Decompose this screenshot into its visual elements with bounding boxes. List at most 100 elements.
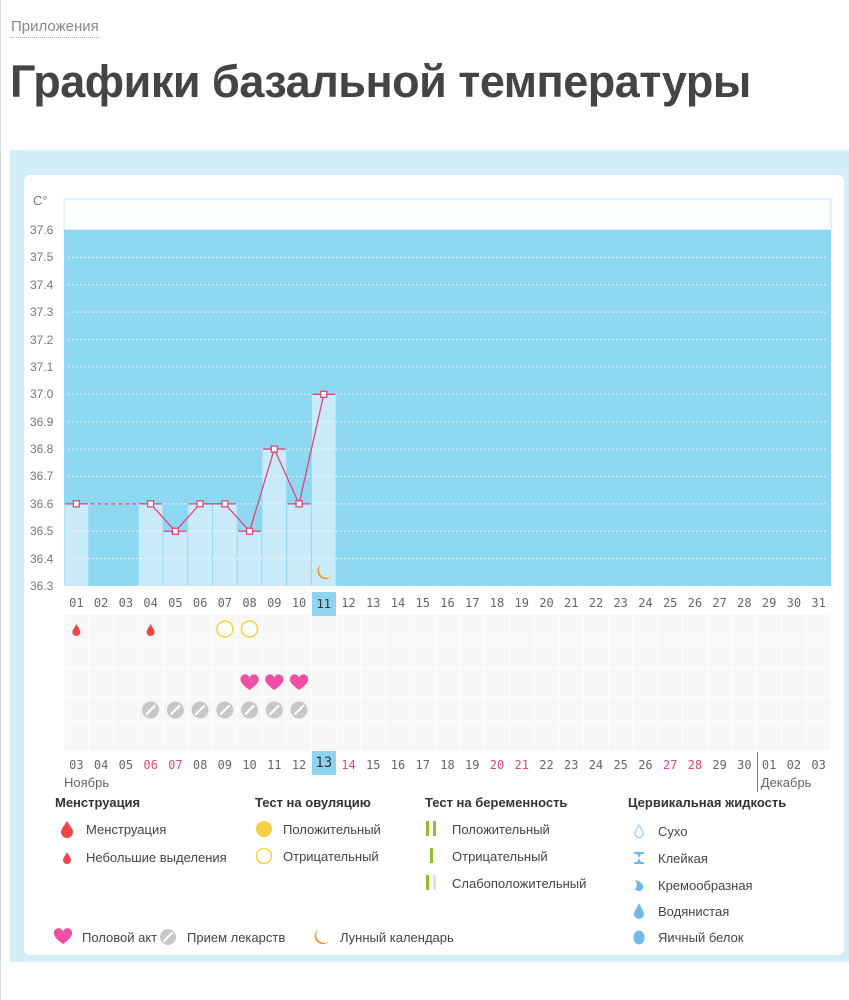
calendar-date-label[interactable]: 07 bbox=[168, 758, 183, 772]
calendar-date-label[interactable]: 08 bbox=[192, 758, 208, 772]
calendar-date-label[interactable]: 06 bbox=[143, 758, 158, 772]
cycle-day-label[interactable]: 26 bbox=[687, 596, 703, 610]
calendar-date-label[interactable]: 25 bbox=[613, 758, 628, 772]
cycle-day-label[interactable]: 27 bbox=[712, 596, 727, 610]
cycle-day-label[interactable]: 18 bbox=[489, 596, 505, 610]
cycle-day-label[interactable]: 19 bbox=[514, 596, 529, 610]
y-tick-label: 37.3 bbox=[30, 305, 54, 320]
cycle-day-label[interactable]: 25 bbox=[662, 596, 678, 610]
y-tick-label: 36.3 bbox=[30, 579, 54, 593]
calendar-date-label[interactable]: 11 bbox=[267, 758, 282, 772]
legend-item-intercourse: Половой акт bbox=[52, 928, 157, 946]
temperature-bar bbox=[188, 503, 212, 586]
cycle-day-label[interactable]: 31 bbox=[811, 596, 826, 610]
temperature-point bbox=[295, 500, 303, 508]
calendar-date-label[interactable]: 03 bbox=[811, 758, 826, 772]
legend-item-dry: Сухо bbox=[628, 822, 687, 840]
legend-label: Менструация bbox=[86, 821, 167, 837]
cycle-day-label[interactable]: 15 bbox=[415, 596, 430, 610]
cycle-day-label[interactable]: 10 bbox=[291, 596, 307, 610]
legend-label: Отрицательный bbox=[283, 848, 379, 864]
calendar-date-label[interactable]: 18 bbox=[440, 758, 455, 772]
calendar-date-label[interactable]: 20 bbox=[489, 758, 505, 772]
ovulation-negative-icon bbox=[240, 620, 259, 638]
calendar-date-label[interactable]: 28 bbox=[687, 758, 703, 772]
cycle-day-label[interactable]: 02 bbox=[93, 596, 109, 610]
blood-drop-icon bbox=[72, 624, 81, 636]
calendar-date-label[interactable]: 15 bbox=[366, 758, 381, 772]
cycle-day-label[interactable]: 17 bbox=[465, 596, 480, 610]
cycle-day-label[interactable]: 05 bbox=[168, 596, 183, 610]
y-tick-label: 37.6 bbox=[30, 223, 54, 237]
cycle-day-label[interactable]: 20 bbox=[539, 596, 554, 610]
calendar-date-label[interactable]: 12 bbox=[291, 758, 307, 772]
calendar-date-label[interactable]: 09 bbox=[217, 758, 233, 772]
legend-label: Кремообразная bbox=[658, 877, 753, 893]
calendar-date-label[interactable]: 14 bbox=[341, 758, 356, 772]
legend-label: Положительный bbox=[452, 821, 550, 837]
legend-label: Водянистая bbox=[658, 903, 730, 919]
calendar-date-label[interactable]: 23 bbox=[563, 758, 579, 772]
calendar-date-label[interactable]: 22 bbox=[539, 758, 554, 772]
calendar-date-label[interactable]: 02 bbox=[786, 758, 802, 772]
water-drop-icon bbox=[628, 902, 650, 920]
calendar-date-label[interactable]: 13 bbox=[311, 751, 336, 775]
cycle-day-label[interactable]: 04 bbox=[143, 596, 158, 610]
cycle-day-label[interactable]: 29 bbox=[761, 596, 777, 610]
calendar-date-label[interactable]: 24 bbox=[588, 758, 604, 772]
calendar-date-label[interactable]: 29 bbox=[712, 758, 727, 772]
calendar-date-label[interactable]: 16 bbox=[390, 758, 406, 772]
cycle-day-label[interactable]: 24 bbox=[638, 596, 653, 610]
cycle-day-label[interactable]: 12 bbox=[341, 596, 356, 610]
cycle-day-label[interactable]: 08 bbox=[242, 596, 257, 610]
calendar-date-label[interactable]: 05 bbox=[118, 758, 134, 772]
cycle-day-label[interactable]: 22 bbox=[588, 596, 604, 610]
temperature-point bbox=[245, 527, 254, 535]
heart-icon bbox=[240, 674, 259, 690]
temperature-line bbox=[150, 394, 325, 533]
breadcrumb-link[interactable]: Приложения bbox=[11, 18, 99, 38]
page-border bbox=[0, 0, 1, 1000]
y-tick-label: 36.7 bbox=[30, 469, 54, 484]
calendar-date-label[interactable]: 03 bbox=[69, 758, 84, 772]
cycle-day-label[interactable]: 30 bbox=[786, 596, 802, 610]
calendar-date-label[interactable]: 04 bbox=[93, 758, 109, 772]
cycle-day-label[interactable]: 21 bbox=[563, 596, 579, 610]
cycle-day-label[interactable]: 03 bbox=[118, 596, 134, 610]
calendar-date-label[interactable]: 27 bbox=[662, 758, 678, 772]
heart-icon bbox=[52, 928, 74, 946]
legend-label: Отрицательный bbox=[452, 848, 548, 864]
calendar-date-label[interactable]: 17 bbox=[415, 758, 430, 772]
legend-title-cervical: Цервикальная жидкость bbox=[628, 795, 787, 810]
y-tick-label: 37.4 bbox=[30, 277, 54, 292]
calendar-date-label[interactable]: 21 bbox=[514, 758, 529, 772]
y-tick-label: 37.5 bbox=[30, 250, 54, 265]
cycle-day-label[interactable]: 11 bbox=[311, 592, 336, 616]
cycle-day-label[interactable]: 06 bbox=[192, 596, 208, 610]
temperature-point bbox=[221, 500, 229, 508]
cycle-day-label[interactable]: 13 bbox=[366, 596, 381, 610]
calendar-date-label[interactable]: 30 bbox=[737, 758, 752, 772]
calendar-date-label[interactable]: 10 bbox=[242, 758, 257, 772]
cycle-day-label[interactable]: 07 bbox=[217, 596, 233, 610]
y-tick-label: 36.9 bbox=[30, 414, 54, 429]
month-separator bbox=[756, 752, 758, 792]
calendar-date-label[interactable]: 26 bbox=[638, 758, 653, 772]
y-tick-label: 37.2 bbox=[30, 332, 54, 347]
temperature-bar bbox=[64, 503, 89, 586]
two-lines-icon bbox=[422, 820, 444, 838]
cycle-day-label[interactable]: 14 bbox=[390, 596, 406, 610]
hourglass-icon bbox=[628, 849, 650, 867]
cycle-day-label[interactable]: 23 bbox=[613, 596, 628, 610]
calendar-date-label[interactable]: 01 bbox=[761, 758, 777, 772]
temperature-point bbox=[171, 527, 179, 535]
cycle-day-label[interactable]: 16 bbox=[440, 596, 455, 610]
cycle-day-label[interactable]: 09 bbox=[267, 596, 282, 610]
egg-drop-icon bbox=[628, 928, 650, 946]
cycle-day-label[interactable]: 28 bbox=[737, 596, 752, 610]
calendar-date-label[interactable]: 19 bbox=[465, 758, 480, 772]
cycle-day-label[interactable]: 01 bbox=[69, 596, 84, 610]
legend-label: Лунный календарь bbox=[340, 929, 454, 945]
